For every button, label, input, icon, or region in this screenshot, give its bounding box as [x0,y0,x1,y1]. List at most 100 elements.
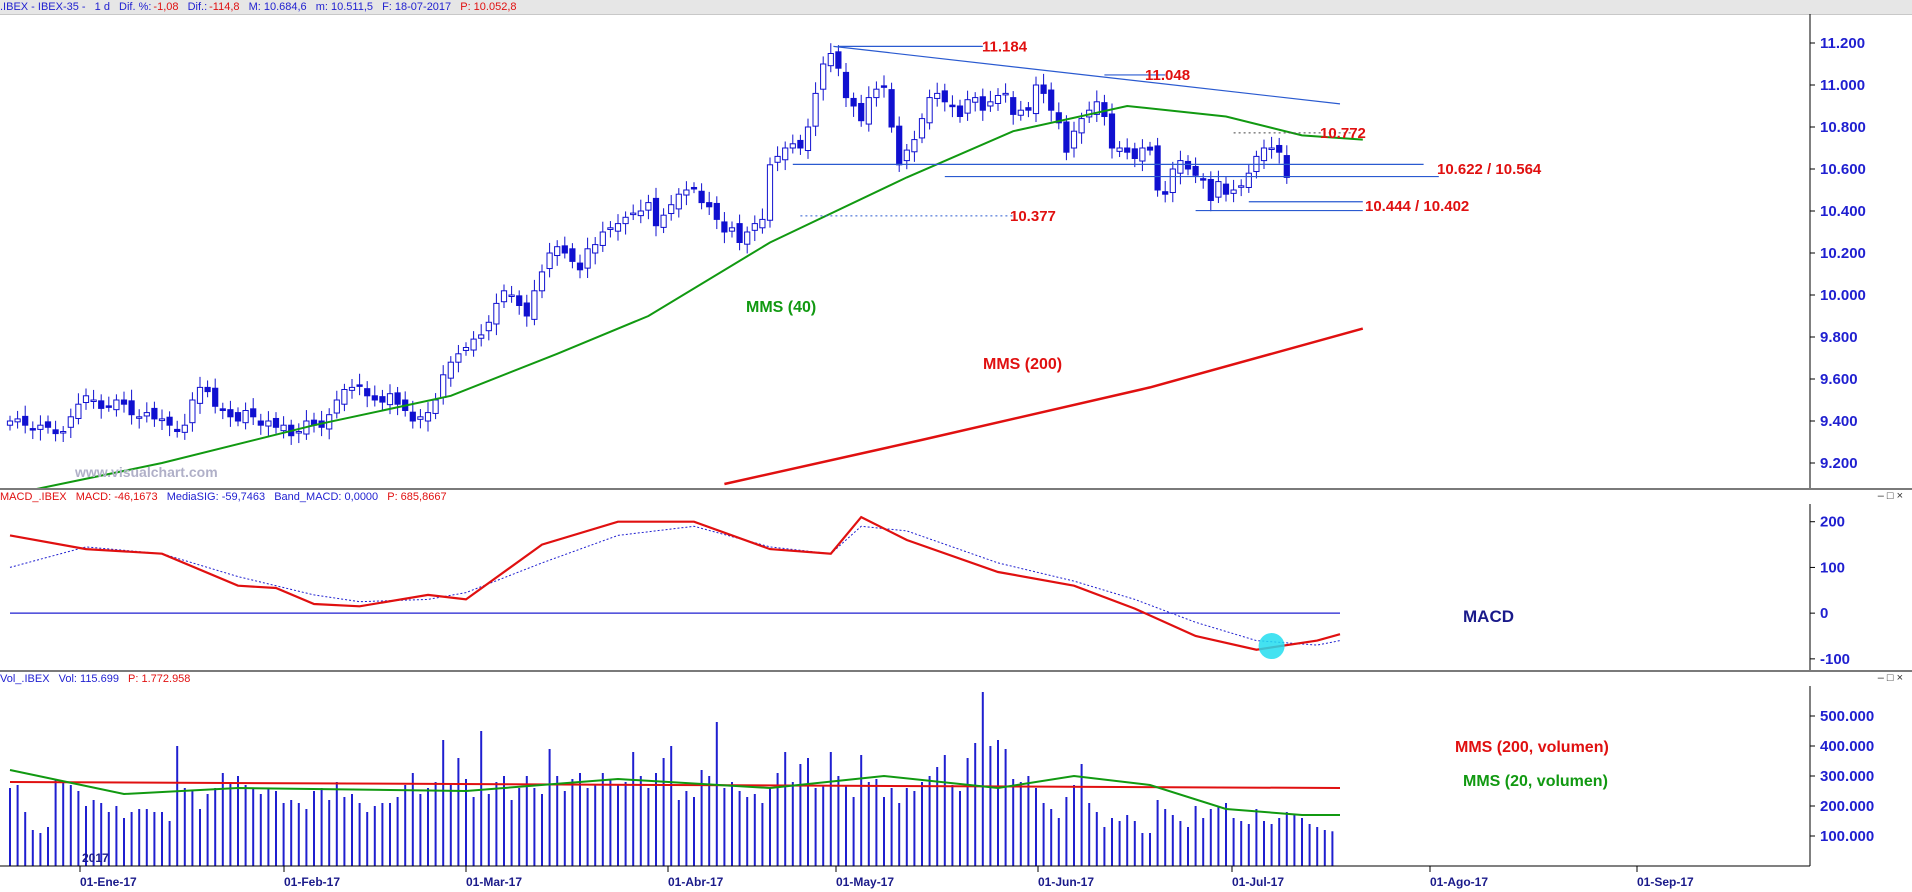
price-panel[interactable]: .IBEX - IBEX-35 - 1 d Dif. %: -1,08 Dif.:… [0,0,1912,490]
candle-body [865,97,872,125]
y-tick-label: 10.000 [1820,287,1866,304]
macd-window-controls[interactable]: –□× [1878,490,1906,502]
price-panel-header: .IBEX - IBEX-35 - 1 d Dif. %: -1,08 Dif.:… [0,0,1912,15]
candle-body [1192,165,1199,176]
candle-body [394,392,401,405]
candle-body [827,53,834,67]
mms200-label: MMS (200) [983,356,1062,373]
maximize-icon[interactable]: □ [1886,672,1897,684]
candle-body [523,302,530,317]
candle-body [1101,102,1108,117]
candle-body [29,428,36,431]
candle-body [52,429,59,435]
close-icon[interactable]: × [1896,672,1906,684]
minimize-icon[interactable]: – [1877,490,1887,502]
candle-body [60,431,67,434]
maximize-icon[interactable]: □ [1886,490,1897,502]
vol-name: Vol_.IBEX [0,673,50,685]
candle-body [979,96,986,111]
candle-body [356,384,363,387]
macd-signal-line [9,525,1341,646]
minimize-icon[interactable]: – [1877,672,1887,684]
volume-panel[interactable]: Vol_.IBEX Vol: 115.699 P: 1.772.958 –□× … [0,672,1912,892]
min-value: m: 10.511,5 [315,1,373,13]
candle-body [333,399,340,414]
candle-body [1238,185,1245,188]
volume-mms200-label: MMS (200, volumen) [1455,739,1609,756]
year-label: 2017 [82,851,109,865]
candle-body [1200,178,1207,181]
candle-body [120,399,128,405]
candle-body [105,405,112,408]
candle-body [630,212,637,216]
candle-body [280,424,287,432]
candle-body [166,416,173,426]
candle-body [797,139,804,149]
y-tick-label: 300.000 [1820,768,1874,785]
candle-body [1268,147,1275,150]
candle-body [744,231,751,245]
candle-body [151,407,158,420]
candle-body [44,421,52,428]
candle-body [265,420,272,427]
zone2-annotation: 10.444 / 10.402 [1365,198,1469,215]
candle-body [1025,107,1032,111]
macd-chart[interactable]: 200 100 0 -100 MACD [0,504,1912,670]
candle-body [698,190,705,204]
volume-mms20-label: MMS (20, volumen) [1463,773,1608,790]
candle-body [546,252,553,270]
candle-body [690,186,698,190]
candle-body [219,408,226,412]
candle-body [1010,97,1017,115]
candle-body [1131,148,1138,159]
price-chart[interactable]: 11.200 11.000 10.800 10.600 10.400 10.200 10.0… [0,14,1912,490]
candle-body [774,155,781,163]
candle-body [409,411,416,422]
candle-body [516,295,523,306]
candle-body [22,415,29,426]
candle-body [949,104,956,108]
volume-chart[interactable]: 500.000 400.000 300.000 200.000 100.000 MMS (… [0,686,1912,892]
panel-divider[interactable] [0,670,1912,672]
volume-panel-header: Vol_.IBEX Vol: 115.699 P: 1.772.958 [0,672,1912,686]
candle-body [37,424,44,430]
y-tick-label: 11.000 [1820,77,1865,94]
candle-body [1154,145,1161,191]
candle-body [683,189,690,196]
candle-body [873,88,880,99]
panel-divider[interactable] [0,488,1912,490]
top2-annotation: 11.048 [1145,67,1190,84]
y-tick-label: 9.800 [1820,329,1858,346]
candle-body [934,92,941,99]
max-value: M: 10.684,6 [248,1,307,13]
volume-window-controls[interactable]: –□× [1878,672,1906,684]
y-tick-label: 100 [1820,559,1845,576]
y-tick-label: 10.800 [1820,119,1866,136]
candle-body [6,420,14,426]
peak-annotation: 11.184 [982,38,1028,55]
macd-panel[interactable]: MACD_.IBEX MACD: -46,1673 MediaSIG: -59,… [0,490,1912,670]
y-tick-label: 200.000 [1820,798,1874,815]
y-tick-label: 400.000 [1820,738,1874,755]
candle-body [257,420,264,426]
candle-body [972,97,979,103]
dif-label: Dif.: [187,1,208,13]
candle-body [1215,181,1222,198]
candle-body [888,89,895,128]
candle-body [1245,172,1252,188]
candle-body [607,227,614,230]
candle-body [234,412,242,422]
candle-body [652,197,660,227]
candle-body [1177,160,1184,174]
y-tick-label: 10.400 [1820,203,1866,220]
candle-body [896,125,903,166]
candle-body [569,248,576,262]
close-icon[interactable]: × [1896,490,1906,502]
candle-body [637,210,644,217]
candle-body [903,149,910,162]
candle-body [987,101,994,107]
candle-body [250,408,257,418]
y-tick-label: 10.600 [1820,161,1866,178]
candle-body [75,403,82,419]
candle-body [181,424,188,433]
